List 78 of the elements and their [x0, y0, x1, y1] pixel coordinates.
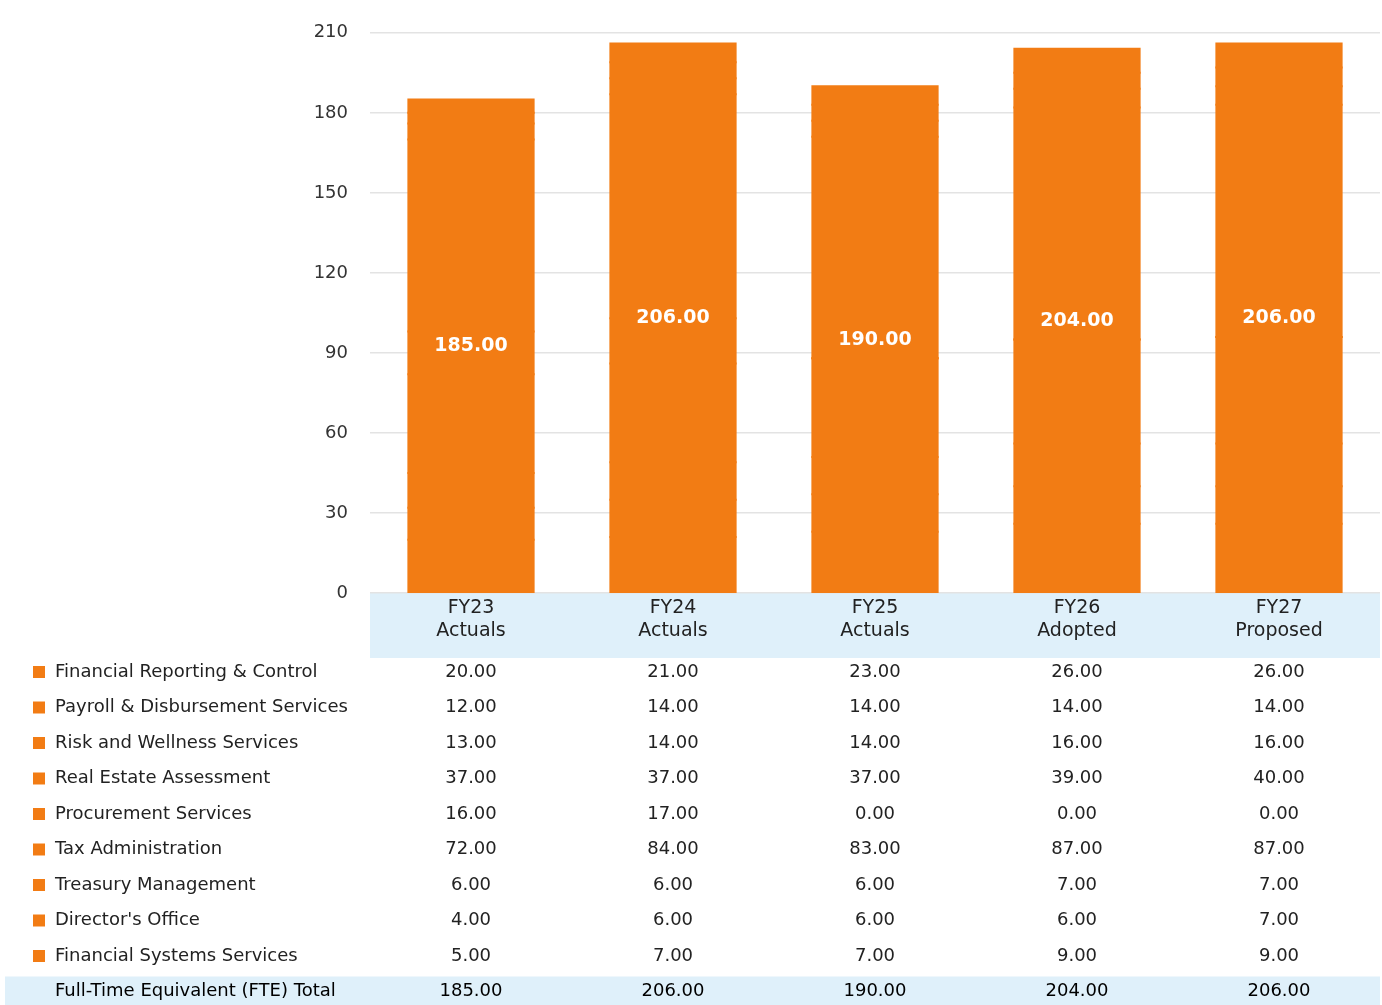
data-label: 14.00 [647, 695, 699, 717]
data-label: 87.00 [1051, 837, 1103, 859]
data-label: 40.00 [1253, 766, 1305, 788]
data-label: 0.00 [1056, 801, 1098, 823]
data-label: 14.00 [849, 730, 901, 752]
data-label: 9.00 [1056, 943, 1098, 965]
data-label: 6.00 [854, 908, 896, 930]
data-label: 0.00 [854, 801, 896, 823]
data-label: 12.00 [445, 695, 497, 717]
data-label: 72.00 [445, 837, 497, 859]
text: 185.00 [439, 979, 503, 1001]
data-label: 16.00 [1051, 730, 1103, 752]
data-label: 13.00 [445, 730, 497, 752]
legend-label: Financial Systems Services [55, 943, 298, 965]
data-label: 4.00 [450, 908, 492, 930]
x-tick-label: FY24 Actuals [638, 595, 708, 641]
total-label: 204.00 [1040, 307, 1114, 330]
legend-label: Tax Administration [54, 837, 223, 859]
legend-label: Payroll & Disbursement Services [55, 695, 348, 717]
data-label: 6.00 [652, 908, 694, 930]
y-tick-label: 0 [336, 580, 348, 602]
y-tick-label: 90 [325, 340, 348, 362]
y-tick-label: 60 [325, 420, 348, 442]
legend-label: Director's Office [55, 908, 200, 930]
data-label: 37.00 [849, 766, 901, 788]
data-label: 14.00 [647, 730, 699, 752]
data-label: 37.00 [445, 766, 497, 788]
data-label: 17.00 [647, 801, 699, 823]
data-label: 21.00 [647, 659, 699, 681]
y-tick-label: 150 [313, 180, 348, 202]
data-label: 14.00 [1051, 695, 1103, 717]
legend-label: Financial Reporting & Control [55, 659, 318, 681]
x-tick-label: FY27 Proposed [1235, 595, 1323, 641]
data-label: 7.00 [1056, 872, 1098, 894]
y-tick-label: 30 [325, 500, 348, 522]
legend-label: Treasury Management [54, 872, 256, 894]
data-label: 5.00 [450, 943, 492, 965]
legend-label: Procurement Services [55, 801, 252, 823]
data-label: 37.00 [647, 766, 699, 788]
data-label: 84.00 [647, 837, 699, 859]
data-label: 9.00 [1258, 943, 1300, 965]
data-label: 7.00 [1258, 908, 1300, 930]
data-label: 7.00 [1258, 872, 1300, 894]
data-label: 83.00 [849, 837, 901, 859]
data-label: 0.00 [1258, 801, 1300, 823]
data-label: 26.00 [1253, 659, 1305, 681]
data-label: 39.00 [1051, 766, 1103, 788]
data-label: 6.00 [450, 872, 492, 894]
y-tick-label: 210 [313, 20, 348, 42]
data-label: 14.00 [849, 695, 901, 717]
data-label: 6.00 [652, 872, 694, 894]
total-label: 190.00 [838, 326, 912, 349]
legend-label: Risk and Wellness Services [55, 730, 299, 752]
data-label: 14.00 [1253, 695, 1305, 717]
data-label: 26.00 [1051, 659, 1103, 681]
text: 206.00 [1247, 979, 1311, 1001]
data-label: 7.00 [652, 943, 694, 965]
total-label: 185.00 [434, 333, 508, 356]
legend-label: Real Estate Assessment [55, 766, 271, 788]
text: 204.00 [1045, 979, 1109, 1001]
data-label: 6.00 [1056, 908, 1098, 930]
x-tick-label: FY23 Actuals [436, 595, 506, 641]
y-tick-label: 180 [313, 100, 348, 122]
x-tick-label: FY25 Actuals [840, 595, 910, 641]
total-label: 206.00 [1242, 305, 1316, 328]
y-tick-label: 120 [313, 260, 348, 282]
text: Full-Time Equivalent (FTE) Total [55, 979, 336, 1001]
data-label: 23.00 [849, 659, 901, 681]
text: 190.00 [843, 979, 907, 1001]
data-label: 6.00 [854, 872, 896, 894]
data-label: 7.00 [854, 943, 896, 965]
total-label: 206.00 [636, 305, 710, 328]
data-label: 20.00 [445, 659, 497, 681]
data-label: 87.00 [1253, 837, 1305, 859]
data-label: 16.00 [445, 801, 497, 823]
data-label: 16.00 [1253, 730, 1305, 752]
x-tick-label: FY26 Adopted [1037, 595, 1117, 641]
text: 206.00 [641, 979, 705, 1001]
